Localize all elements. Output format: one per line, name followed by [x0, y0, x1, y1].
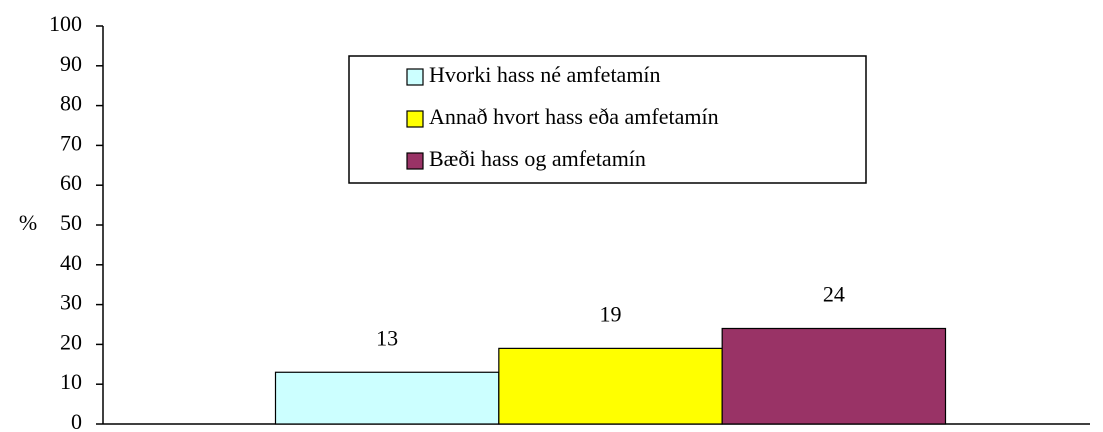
y-tick-label: 90 — [60, 51, 82, 76]
y-tick-label: 50 — [60, 210, 82, 235]
legend-label: Hvorki hass né amfetamín — [429, 62, 661, 87]
y-tick-label: 60 — [60, 170, 82, 195]
data-label: 13 — [376, 325, 398, 350]
data-label: 24 — [823, 282, 845, 307]
data-label: 19 — [600, 301, 622, 326]
y-tick-label: 80 — [60, 91, 82, 116]
legend-box — [348, 55, 867, 184]
legend-label: Annað hvort hass eða amfetamín — [429, 104, 719, 129]
bar — [274, 371, 500, 425]
legend-swatch — [406, 152, 424, 170]
bar — [721, 327, 947, 425]
y-tick-label: 70 — [60, 130, 82, 155]
y-tick-label: 40 — [60, 250, 82, 275]
y-axis-label: % — [19, 210, 37, 235]
legend-swatch — [406, 110, 424, 128]
legend-swatch — [406, 68, 424, 86]
legend-label: Bæði hass og amfetamín — [429, 146, 646, 171]
bar — [498, 347, 723, 425]
y-tick-label: 0 — [71, 409, 82, 432]
y-tick-label: 30 — [60, 290, 82, 315]
y-tick-label: 10 — [60, 369, 82, 394]
y-tick-label: 20 — [60, 329, 82, 354]
y-tick-label: 100 — [49, 11, 82, 36]
